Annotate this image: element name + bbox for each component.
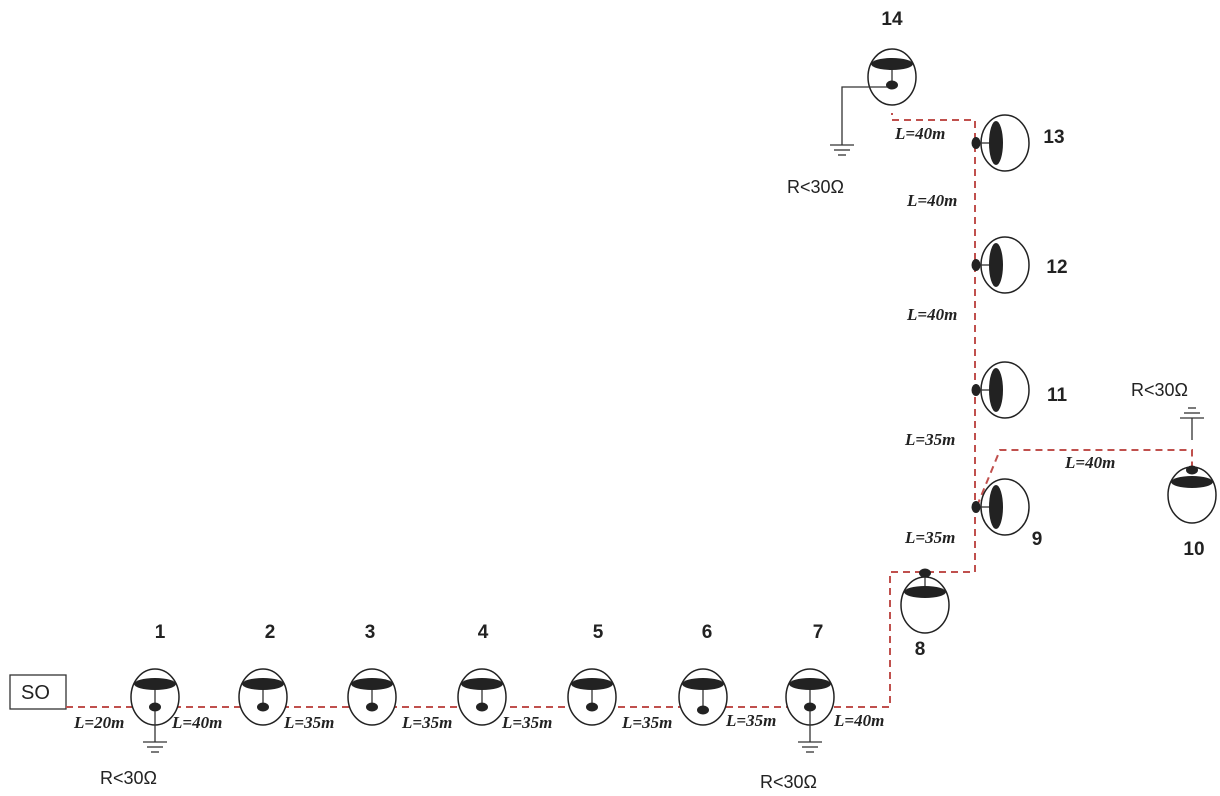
ground-lamp-10-label: R<30Ω bbox=[1131, 380, 1188, 400]
seg-so-1-label: L=20m bbox=[73, 713, 124, 732]
lamp-9: 9 bbox=[971, 478, 1043, 550]
lamp-12-label: 12 bbox=[1046, 257, 1067, 278]
lamp-8: 8 bbox=[900, 568, 950, 660]
lamp-7-label: 7 bbox=[813, 622, 824, 643]
lamp-12: 12 bbox=[971, 236, 1068, 294]
ground-lamp-1: R<30Ω bbox=[100, 711, 167, 788]
segment-labels: L=20m L=40m L=35m L=35m L=35m L=35m L=35… bbox=[73, 124, 1115, 732]
seg-6-7-label: L=35m bbox=[725, 711, 776, 730]
seg-1-2-label: L=40m bbox=[171, 713, 222, 732]
ground-lamp-10: R<30Ω bbox=[1131, 380, 1204, 440]
seg-7-8-label: L=40m bbox=[833, 711, 884, 730]
lamp-6-label: 6 bbox=[702, 622, 713, 643]
seg-2-3-label: L=35m bbox=[283, 713, 334, 732]
lamp-5: 5 bbox=[567, 622, 617, 726]
seg-9-10-label: L=40m bbox=[1064, 453, 1115, 472]
ground-lamp-7-label: R<30Ω bbox=[760, 772, 817, 792]
lamp-1-label: 1 bbox=[155, 622, 166, 643]
cable-main-run bbox=[66, 113, 976, 708]
lamp-3: 3 bbox=[347, 622, 397, 726]
lamp-13-label: 13 bbox=[1043, 127, 1064, 148]
lamp-14: 14 bbox=[867, 9, 917, 106]
cable-route bbox=[66, 113, 1193, 708]
lamp-4-label: 4 bbox=[478, 622, 489, 643]
seg-12-13-label: L=40m bbox=[906, 191, 957, 210]
ground-lamp-14-label: R<30Ω bbox=[787, 177, 844, 197]
lamp-10-label: 10 bbox=[1183, 539, 1204, 560]
lamp-14-label: 14 bbox=[881, 9, 903, 30]
lamp-3-label: 3 bbox=[365, 622, 376, 643]
seg-8-9-label: L=35m bbox=[904, 528, 955, 547]
ground-lamp-7: R<30Ω bbox=[760, 711, 822, 792]
lamp-9-label: 9 bbox=[1032, 529, 1043, 550]
seg-3-4-label: L=35m bbox=[401, 713, 452, 732]
seg-9-11-label: L=35m bbox=[904, 430, 955, 449]
lamp-5-label: 5 bbox=[593, 622, 604, 643]
lamp-2-label: 2 bbox=[265, 622, 276, 643]
source-box: SO bbox=[9, 674, 67, 710]
lamp-1: 1 bbox=[130, 622, 180, 726]
seg-13-14-label: L=40m bbox=[894, 124, 945, 143]
seg-5-6-label: L=35m bbox=[621, 713, 672, 732]
lamp-8-label: 8 bbox=[915, 639, 926, 660]
seg-11-12-label: L=40m bbox=[906, 305, 957, 324]
lamp-11-label: 11 bbox=[1047, 385, 1068, 406]
lamp-11: 11 bbox=[971, 361, 1068, 419]
lamp-4: 4 bbox=[457, 622, 507, 726]
seg-4-5-label: L=35m bbox=[501, 713, 552, 732]
lamp-6: 6 bbox=[678, 622, 728, 726]
lamp-10: 10 bbox=[1167, 465, 1217, 560]
lamp-7: 7 bbox=[785, 622, 835, 726]
lamp-2: 2 bbox=[238, 622, 288, 726]
lamp-13: 13 bbox=[971, 114, 1065, 172]
ground-lamp-1-label: R<30Ω bbox=[100, 768, 157, 788]
ground-lamp-14: R<30Ω bbox=[787, 86, 887, 197]
source-box-label: SO bbox=[21, 682, 50, 704]
cable-branch-to-lamp-10 bbox=[976, 449, 1193, 507]
